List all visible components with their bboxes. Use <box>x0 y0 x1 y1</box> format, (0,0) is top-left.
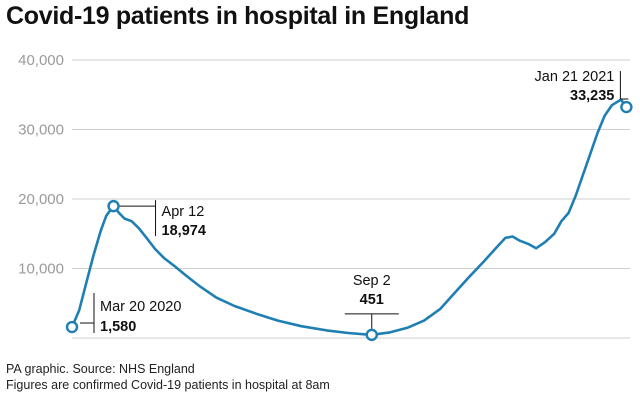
annotation: Apr 12 18,974 <box>107 199 206 239</box>
annotation: Sep 2 451 <box>344 273 399 342</box>
annotation: Mar 20 2020 1,580 <box>65 293 181 335</box>
annotation-date-label: Mar 20 2020 <box>100 299 181 315</box>
annotation-date-label: Sep 2 <box>353 273 391 289</box>
series-line <box>70 98 628 337</box>
annotation-value-label: 451 <box>360 292 384 308</box>
annotation: Jan 21 2021 33,235 <box>535 69 633 114</box>
y-tick-label: 40,000 <box>18 52 64 69</box>
footnote: Figures are confirmed Covid-19 patients … <box>6 378 330 392</box>
data-point-marker <box>365 328 378 342</box>
y-tick-label: 30,000 <box>18 122 64 139</box>
data-point-marker <box>620 100 633 114</box>
chart-title: Covid-19 patients in hospital in England <box>6 2 470 30</box>
annotations: Mar 20 2020 1,580 Apr 12 18,974 Sep 2 451 Jan … <box>65 69 633 342</box>
data-point-marker <box>107 199 120 213</box>
annotation-value-label: 1,580 <box>100 319 136 335</box>
annotation-value-label: 18,974 <box>162 223 206 239</box>
y-tick-label: 20,000 <box>18 191 64 208</box>
data-point-marker <box>65 320 79 334</box>
annotation-date-label: Apr 12 <box>162 204 205 220</box>
annotation-value-label: 33,235 <box>570 88 614 104</box>
source-note: PA graphic. Source: NHS England <box>6 362 195 376</box>
gridlines <box>72 59 630 269</box>
y-tick-label: 10,000 <box>18 261 64 278</box>
y-axis-tick-labels: 10,000 20,000 30,000 40,000 <box>18 52 64 278</box>
annotation-date-label: Jan 21 2021 <box>535 69 615 85</box>
